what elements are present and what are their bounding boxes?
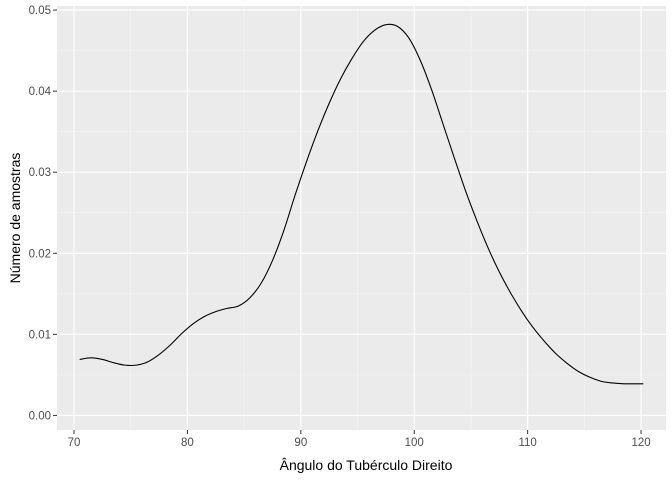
- y-axis: 0.00 0.01 0.02 0.03 0.04 0.05: [29, 5, 57, 422]
- x-tick-label: 120: [631, 437, 650, 449]
- y-tick-label: 0.05: [29, 5, 51, 17]
- x-tick-label: 90: [294, 437, 307, 449]
- x-axis-title: Ângulo do Tubérculo Direito: [280, 457, 453, 473]
- y-tick-label: 0.00: [29, 410, 51, 422]
- y-tick-label: 0.01: [29, 329, 51, 341]
- x-tick-label: 70: [68, 437, 81, 449]
- minor-gridlines: [57, 6, 666, 430]
- y-tick-label: 0.04: [29, 86, 52, 98]
- x-tick-label: 110: [518, 437, 536, 449]
- major-gridlines: [57, 6, 666, 430]
- panel-background: [57, 6, 666, 430]
- density-line: [79, 23, 644, 385]
- y-tick-label: 0.03: [29, 167, 51, 179]
- y-tick-label: 0.02: [29, 248, 51, 260]
- x-tick-label: 100: [405, 437, 424, 449]
- x-axis: 70 80 90 100 110 120: [68, 430, 651, 449]
- x-tick-label: 80: [181, 437, 194, 449]
- y-axis-title: Número de amostras: [7, 153, 23, 284]
